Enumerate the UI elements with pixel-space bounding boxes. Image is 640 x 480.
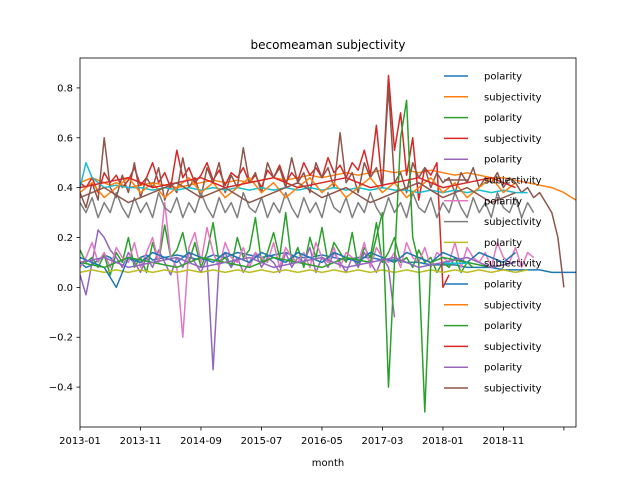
- x-tick-label: 2013-11: [120, 436, 162, 447]
- legend-label: polarity: [484, 72, 522, 83]
- series-line-15: [80, 181, 516, 204]
- axes-frame: [79, 57, 577, 428]
- x-axis-label: month: [312, 458, 344, 469]
- series-line-12: [80, 99, 516, 413]
- x-tick-label: 2016-05: [301, 436, 343, 447]
- series-line-13: [80, 176, 516, 189]
- x-tick-label: 2017-03: [362, 436, 404, 447]
- y-tick-label: −0.2: [49, 333, 73, 344]
- legend-label: subjectivity: [484, 92, 542, 103]
- series-line-10: [80, 251, 516, 289]
- y-tick-label: −0.4: [49, 383, 73, 394]
- chart-title: becomeaman subjectivity: [251, 38, 406, 52]
- y-tick-label: 0.2: [57, 233, 73, 244]
- y-tick-label: 0.8: [57, 83, 73, 94]
- series-line-2: [80, 211, 474, 276]
- x-tick-label: 2015-07: [241, 436, 283, 447]
- legend-label: polarity: [484, 280, 522, 291]
- y-tick-label: 0.6: [57, 133, 73, 144]
- legend-label: polarity: [484, 321, 522, 332]
- legend: polarity subjectivity polarity subjectivity…: [444, 72, 542, 395]
- series-line-5: [80, 87, 565, 288]
- x-tick-label: 2018-01: [422, 436, 464, 447]
- legend-label: polarity: [484, 155, 522, 166]
- x-tick-label: 2013-01: [59, 436, 101, 447]
- legend-label: subjectivity: [484, 259, 542, 270]
- legend-label: subjectivity: [484, 134, 542, 145]
- legend-label: subjectivity: [484, 384, 542, 395]
- legend-label: polarity: [484, 196, 522, 207]
- series-line-14: [80, 256, 516, 269]
- legend-label: subjectivity: [484, 342, 542, 353]
- series-line-9: [80, 161, 528, 194]
- legend-label: polarity: [484, 238, 522, 249]
- y-tick-label: 0.0: [57, 283, 73, 294]
- axes: −0.4 −0.2 0.0 0.2 0.4 0.6 0.8 2013-01 2013-11 201…: [49, 57, 577, 447]
- y-tick-label: 0.4: [57, 183, 73, 194]
- series-line-8: [80, 269, 528, 274]
- legend-label: polarity: [484, 363, 522, 374]
- legend-label: polarity: [484, 113, 522, 124]
- plot-lines: [80, 74, 576, 413]
- legend-label: subjectivity: [484, 217, 542, 228]
- x-tick-label: 2018-11: [483, 436, 525, 447]
- x-tick-label: 2014-09: [180, 436, 222, 447]
- legend-label: subjectivity: [484, 300, 542, 311]
- legend-label: subjectivity: [484, 176, 542, 187]
